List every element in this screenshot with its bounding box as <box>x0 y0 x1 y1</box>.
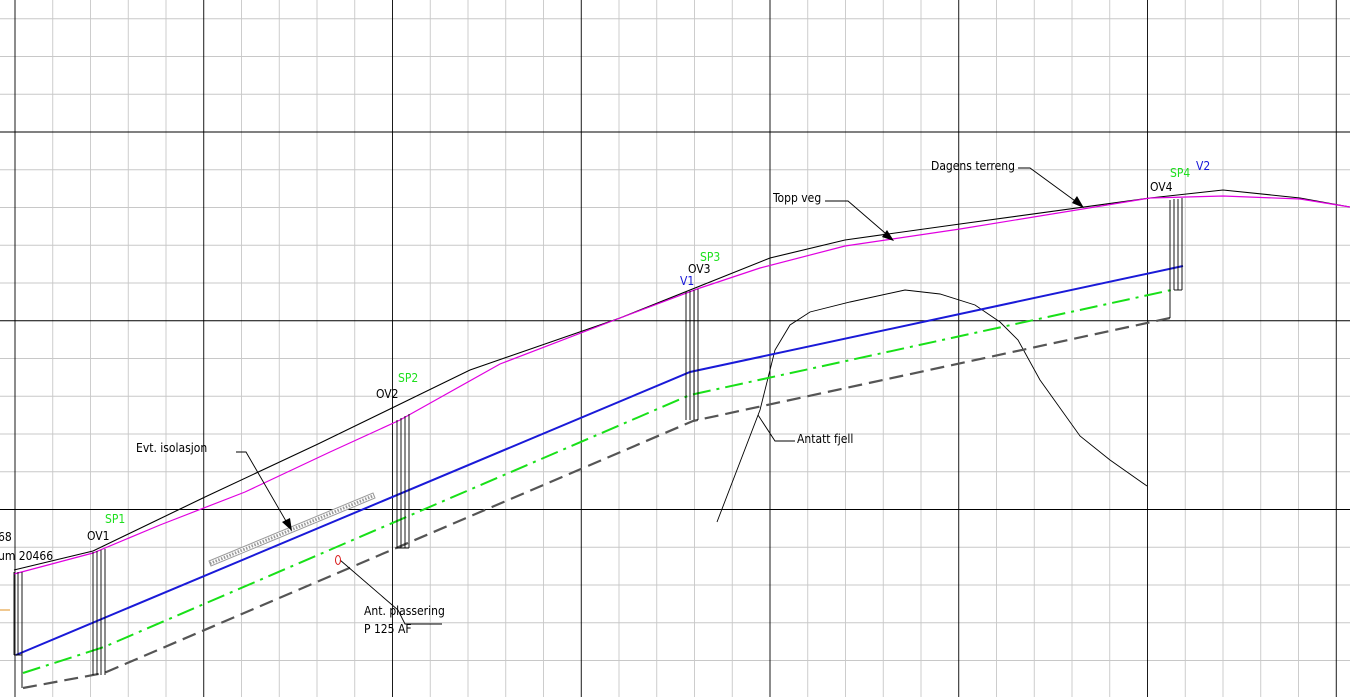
label-evt-isolasjon: Evt. isolasjon <box>136 441 207 455</box>
insulation-hatch <box>208 492 376 567</box>
clipped-label-bottom: um 20466 <box>0 549 53 563</box>
manhole-ov1 <box>13 549 106 688</box>
manhole-ov2 <box>396 414 410 549</box>
label-v1: V1 <box>680 274 694 288</box>
label-ant-plassering: Ant. plassering <box>364 604 445 618</box>
label-sp3: SP3 <box>700 250 720 264</box>
label-antatt-fjell: Antatt fjell <box>797 432 853 446</box>
label-sp1: SP1 <box>105 512 125 526</box>
pipe-centre-line <box>22 288 1177 674</box>
label-ov4: OV4 <box>1150 180 1173 194</box>
clipped-label-top: 68 <box>0 530 12 544</box>
label-sp4: SP4 <box>1170 166 1190 180</box>
label-pipe-spec: P 125 AF <box>364 622 412 636</box>
label-topp-veg: Topp veg <box>772 191 821 205</box>
manhole-ov3 <box>685 289 699 420</box>
road-top-line <box>13 195 1350 575</box>
pump-marker-icon <box>335 555 341 565</box>
label-ov3: OV3 <box>688 262 711 276</box>
pipe-bottom-line <box>22 316 1171 690</box>
label-ov2: OV2 <box>376 387 399 401</box>
existing-terrain-line <box>13 189 1350 571</box>
label-dagens-terreng: Dagens terreng <box>931 159 1015 173</box>
manhole-ov4 <box>1169 198 1183 318</box>
label-sp2: SP2 <box>398 371 418 385</box>
leader-lines <box>236 167 1083 625</box>
label-ov1: OV1 <box>87 529 110 543</box>
label-v2: V2 <box>1196 159 1210 173</box>
bedrock-line <box>716 289 1148 523</box>
leader-arrowheads <box>282 196 1084 531</box>
